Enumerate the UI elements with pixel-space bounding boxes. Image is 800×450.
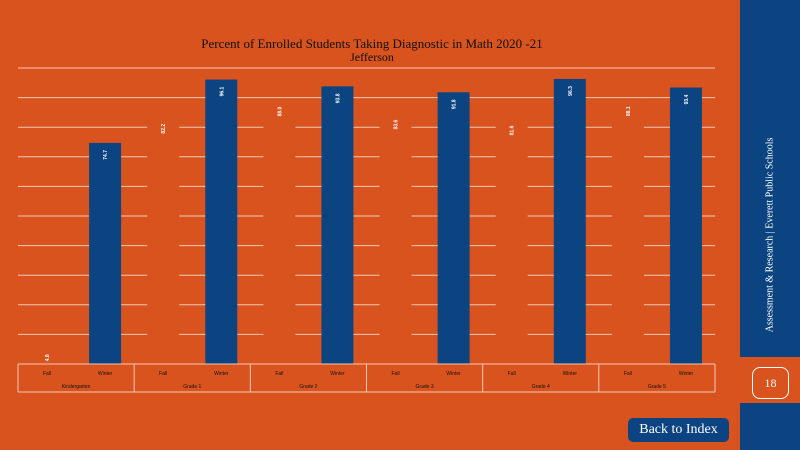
x-tick-label: Fall: [159, 371, 167, 377]
bars: 4.8 74.7 82.2 96.1 88.0 93.8 83.6 91.8 81.6 96.3 8…: [31, 78, 702, 365]
sidebar-panel: Assessment & Research | Everett Public S…: [740, 0, 800, 357]
sidebar: Assessment & Research | Everett Public S…: [740, 0, 800, 450]
bar-fall: [611, 103, 644, 364]
x-tick-label: Fall: [43, 371, 51, 377]
bar-fall: [147, 120, 180, 364]
data-label: 4.8: [45, 354, 51, 361]
x-tick-label: Winter: [679, 371, 694, 377]
data-label: 88.0: [277, 106, 283, 116]
data-label: 74.7: [103, 150, 109, 160]
bar-winter: [437, 92, 470, 364]
x-axis: Fall Winter Kindergarten Fall Winter Grade 1 F…: [17, 363, 716, 393]
bar-winter: [89, 142, 122, 364]
x-tick-label: Winter: [446, 371, 461, 377]
bar-winter: [553, 78, 586, 365]
chart-subtitle: Jefferson: [350, 50, 394, 64]
x-tick-label: Fall: [624, 371, 632, 377]
x-tick-label: Fall: [275, 371, 283, 377]
x-tick-label: Winter: [214, 371, 229, 377]
x-tick-label: Winter: [563, 371, 578, 377]
bar-winter: [669, 87, 702, 364]
x-tick-label: Winter: [330, 371, 345, 377]
data-label: 91.8: [452, 99, 458, 109]
bar-fall: [31, 349, 64, 364]
x-group-label: Grade 2: [299, 384, 317, 390]
bar-fall: [379, 116, 412, 364]
data-label: 88.1: [626, 106, 632, 116]
data-label: 93.4: [684, 94, 690, 104]
data-label: 93.8: [335, 93, 341, 103]
x-group-label: Grade 3: [416, 384, 434, 390]
data-label: 81.6: [510, 125, 516, 135]
sidebar-caption: Assessment & Research | Everett Public S…: [764, 137, 776, 333]
x-tick-label: Winter: [98, 371, 113, 377]
chart: Percent of Enrolled Students Taking Diag…: [17, 36, 716, 393]
bar-fall: [495, 122, 528, 365]
chart-title: Percent of Enrolled Students Taking Diag…: [201, 36, 543, 51]
page-number: 18: [752, 367, 789, 399]
x-group-label: Grade 1: [183, 384, 201, 390]
sidebar-footer-panel: [740, 403, 800, 450]
back-to-index-button[interactable]: Back to Index: [628, 418, 729, 442]
bar-fall: [263, 103, 296, 365]
bar-winter: [205, 79, 238, 364]
x-group-label: Kindergarten: [62, 384, 91, 390]
x-group-label: Grade 4: [532, 384, 550, 390]
data-label: 83.6: [394, 119, 400, 129]
data-label: 96.3: [568, 86, 574, 96]
x-tick-label: Fall: [508, 371, 516, 377]
data-label: 96.1: [219, 86, 225, 96]
data-label: 82.2: [161, 124, 167, 134]
gridlines: [18, 67, 715, 365]
x-tick-label: Fall: [392, 371, 400, 377]
x-group-label: Grade 5: [648, 384, 666, 390]
bar-winter: [321, 86, 354, 365]
